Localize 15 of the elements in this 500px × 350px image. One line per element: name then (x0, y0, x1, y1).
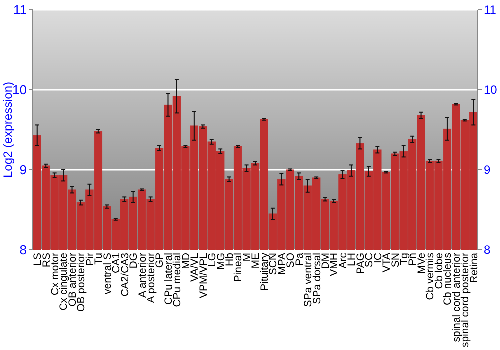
x-tick-label: OB posterior (76, 252, 88, 312)
x-tick-label: Tg (398, 252, 411, 266)
y2-tick-label: 11 (484, 3, 497, 18)
y-tick-label: 11 (14, 2, 27, 18)
y2-tick-label: 9 (484, 163, 491, 178)
y-tick-label: 8 (20, 242, 27, 258)
x-tick-label: Arc (337, 253, 350, 269)
y-tick-label: 10 (12, 82, 27, 98)
x-tick-label: A posterior (145, 252, 158, 304)
x-tick-label: RS (40, 253, 53, 268)
y2-tick-label: 10 (484, 83, 498, 98)
y-axis-title: Log2 (expression) (1, 82, 15, 178)
x-tick-label: DG (128, 253, 140, 269)
y-tick-label: 9 (20, 162, 27, 178)
y2-tick-label: 8 (484, 243, 491, 258)
